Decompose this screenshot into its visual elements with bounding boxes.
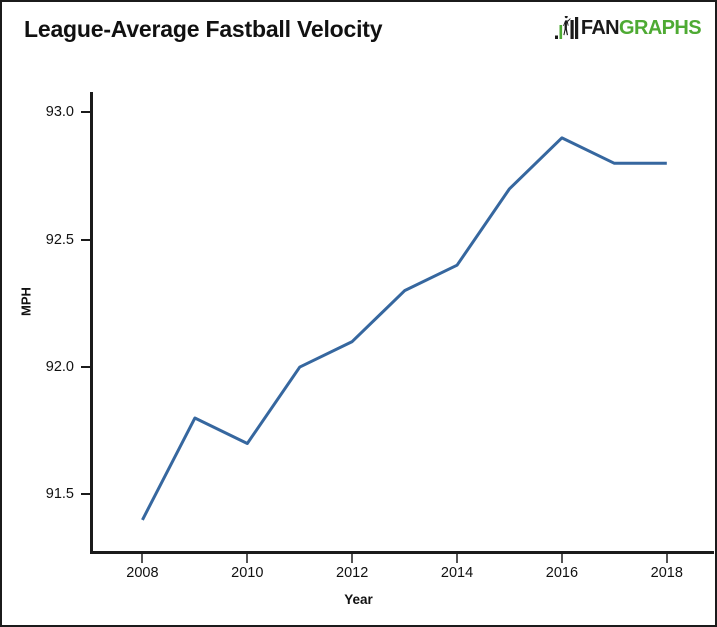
fangraphs-logo: FAN GRAPHS xyxy=(554,15,702,41)
x-tick-label: 2014 xyxy=(440,565,474,581)
x-tick-mark xyxy=(560,554,563,563)
y-tick-label: 93.0 xyxy=(45,104,74,121)
x-tick-label: 2016 xyxy=(545,565,579,581)
logo-text-fan: FAN xyxy=(580,17,620,39)
fangraphs-batter-bars-icon xyxy=(554,16,579,39)
x-axis-label: Year xyxy=(344,592,373,607)
y-axis-label: MPH xyxy=(18,287,34,316)
x-tick-mark xyxy=(246,554,249,563)
x-tick-mark xyxy=(665,554,668,563)
logo-text-graphs: GRAPHS xyxy=(619,17,702,39)
x-tick-mark xyxy=(141,554,144,563)
y-axis-line xyxy=(90,92,93,554)
x-tick-mark xyxy=(456,554,459,563)
x-tick-label: 2018 xyxy=(650,565,683,581)
y-tick-mark xyxy=(81,493,90,496)
x-tick-label: 2010 xyxy=(231,565,264,581)
x-tick-label: 2012 xyxy=(336,565,369,581)
y-tick-label: 92.0 xyxy=(45,359,74,376)
y-tick-label: 92.5 xyxy=(45,231,74,248)
y-tick-mark xyxy=(81,238,90,241)
series-line-fastball-velocity xyxy=(141,136,667,521)
y-tick-mark xyxy=(81,111,90,114)
y-tick-label: 91.5 xyxy=(45,486,74,503)
x-axis-line xyxy=(90,551,714,554)
x-tick-mark xyxy=(351,554,354,563)
page-title: League-Average Fastball Velocity xyxy=(24,16,383,42)
y-tick-mark xyxy=(81,366,90,369)
x-tick-label: 2008 xyxy=(126,565,159,581)
